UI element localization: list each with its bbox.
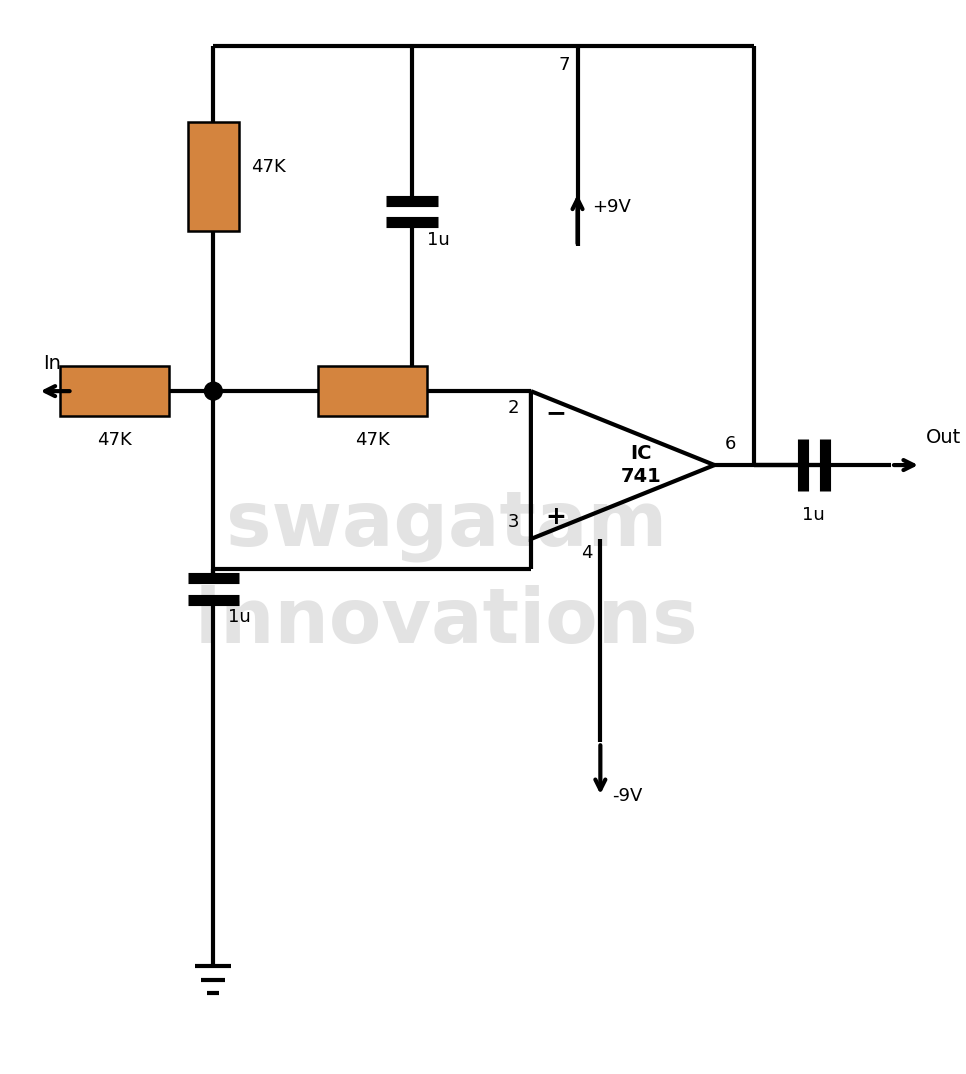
Text: -9V: -9V — [612, 787, 642, 806]
Text: In: In — [43, 354, 61, 374]
Text: 2: 2 — [507, 400, 519, 417]
Text: −: − — [545, 401, 566, 425]
Text: swagatam
innovations: swagatam innovations — [195, 488, 698, 659]
Text: 3: 3 — [507, 513, 519, 531]
Text: 47K: 47K — [355, 431, 389, 449]
Bar — [318, 366, 427, 416]
Text: 7: 7 — [558, 56, 570, 74]
Text: 47K: 47K — [97, 431, 131, 449]
Text: 4: 4 — [581, 543, 592, 562]
Text: +: + — [545, 505, 566, 529]
Text: IC
741: IC 741 — [621, 444, 662, 487]
Text: 1u: 1u — [228, 609, 251, 626]
Text: 1u: 1u — [427, 231, 449, 249]
Text: 47K: 47K — [251, 158, 286, 176]
Bar — [187, 122, 240, 231]
Text: Out: Out — [925, 429, 961, 447]
Circle shape — [205, 382, 222, 400]
Text: 1u: 1u — [803, 506, 825, 524]
Bar — [60, 366, 169, 416]
Text: +9V: +9V — [592, 198, 632, 216]
Text: 6: 6 — [724, 435, 736, 453]
